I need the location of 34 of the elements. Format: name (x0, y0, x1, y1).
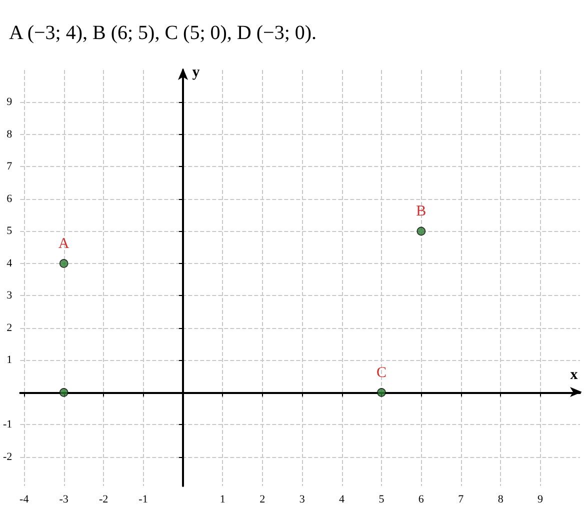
x-tick-label: -2 (98, 494, 108, 505)
annotation: A (58, 236, 70, 252)
x-tick-label: 3 (299, 494, 306, 505)
y-tick-label: -2 (2, 450, 12, 463)
y-tick-label: 8 (6, 128, 13, 140)
chart-title: A (−3; 4), B (6; 5), C (5; 0), D (−3; 0). (9, 22, 317, 44)
x-tick-label: -4 (20, 494, 30, 505)
y-tick-label: 9 (6, 96, 13, 108)
x-tick-label: -3 (59, 494, 69, 505)
y-tick-label: 6 (6, 192, 13, 205)
point (416, 226, 426, 236)
y-tick-label: 2 (6, 322, 12, 334)
annotation: C (376, 364, 386, 381)
y-tick-label: 7 (6, 160, 13, 173)
annotation: B (416, 204, 426, 220)
point (59, 388, 68, 397)
x-tick-label: 7 (458, 494, 464, 505)
y-tick-label: 3 (6, 290, 13, 302)
x-tick-label: 1 (220, 494, 226, 505)
x-tick-label: 6 (418, 494, 424, 505)
x-tick-label: 2 (260, 494, 266, 505)
point (377, 388, 386, 397)
y-axis-title: y (192, 64, 200, 80)
x-tick-label: 8 (498, 494, 504, 505)
x-tick-label: 9 (538, 494, 544, 505)
x-tick-label: 4 (339, 494, 346, 505)
y-tick-label: 5 (6, 225, 13, 238)
y-tick-label: -1 (2, 418, 12, 431)
point (59, 259, 68, 268)
x-tick-label: 5 (378, 494, 385, 505)
x-axis-title: x (570, 366, 578, 383)
x-tick-label: -1 (138, 494, 148, 505)
y-tick-label: 1 (6, 354, 12, 366)
y-tick-label: 4 (6, 257, 13, 270)
